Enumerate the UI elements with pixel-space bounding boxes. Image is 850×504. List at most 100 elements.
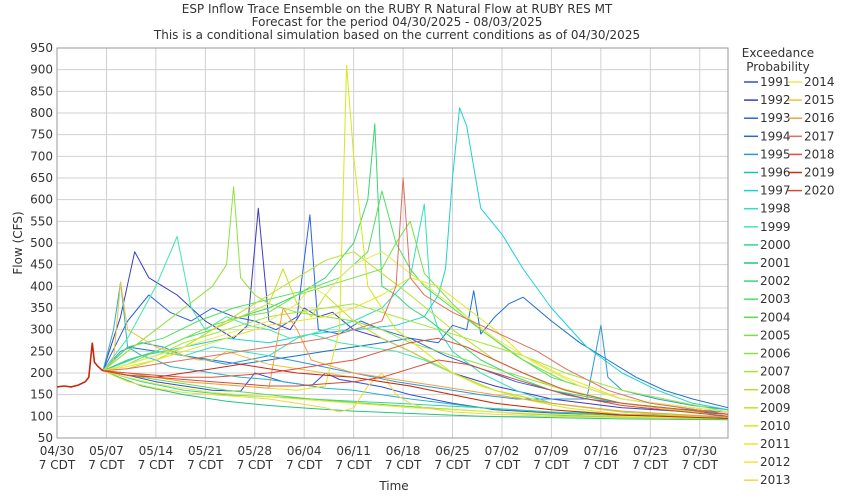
y-tick-label: 350 [30,301,53,315]
x-tick-label-time: 7 CDT [286,458,323,472]
series-line-2018 [102,337,729,415]
x-tick-label-date: 05/21 [188,444,223,458]
y-tick-label: 700 [30,149,53,163]
y-tick-label: 500 [30,236,53,250]
tick-layer: 50 100 150 200 250 300 350 400 450 500 550 600 650 70… [30,41,719,472]
legend-label-2018: 2018 [804,147,835,161]
series-line-2003 [102,190,729,413]
x-tick-label-date: 06/18 [386,444,421,458]
legend-label-2014: 2014 [804,75,835,89]
y-tick-label: 300 [30,323,53,337]
legend-label-2007: 2007 [760,365,791,379]
series-line-2019 [102,363,729,419]
y-tick-label: 550 [30,214,53,228]
x-axis-label: Time [378,479,408,493]
legend-label-2015: 2015 [804,93,835,107]
y-tick-label: 200 [30,366,53,380]
y-tick-label: 100 [30,409,53,423]
grid [56,47,728,439]
y-tick-label: 800 [30,106,53,120]
x-tick-label-date: 07/09 [534,444,569,458]
legend-label-2002: 2002 [760,274,791,288]
x-tick-label-date: 07/23 [633,444,668,458]
y-tick-label: 950 [30,41,53,55]
legend-label-1994: 1994 [760,129,791,143]
y-tick-label: 450 [30,258,53,272]
y-tick-label: 850 [30,84,53,98]
x-tick-label-time: 7 CDT [583,458,620,472]
legend-label-2017: 2017 [804,129,835,143]
x-tick-label-time: 7 CDT [484,458,521,472]
chart-title-line-2: Forecast for the period 04/30/2025 - 08/… [252,15,543,29]
x-tick-label-time: 7 CDT [39,458,76,472]
x-tick-label-time: 7 CDT [138,458,175,472]
y-axis-label: Flow (CFS) [11,211,25,274]
legend-label-2016: 2016 [804,111,835,125]
series-line-2002 [102,123,729,415]
legend-label-2019: 2019 [804,166,835,180]
y-tick-label: 400 [30,279,53,293]
x-tick-label-date: 07/16 [584,444,619,458]
series-line-2005 [102,220,729,415]
series-line-2013 [102,370,729,419]
series-layer [56,64,729,421]
observed-line [56,342,104,388]
legend-label-1997: 1997 [760,184,791,198]
legend-label-2000: 2000 [760,238,791,252]
legend-label-2020: 2020 [804,184,835,198]
x-tick-label-time: 7 CDT [682,458,719,472]
x-tick-label-date: 06/04 [287,444,322,458]
series-line-2020 [102,359,729,417]
legend-label-1999: 1999 [760,220,791,234]
legend-label-2008: 2008 [760,383,791,397]
legend-label-1998: 1998 [760,202,791,216]
x-tick-label-time: 7 CDT [237,458,274,472]
legend-label-2011: 2011 [760,437,791,451]
x-tick-label-time: 7 CDT [335,458,372,472]
y-tick-label: 900 [30,63,53,77]
legend-label-2013: 2013 [760,473,791,487]
legend-label-2012: 2012 [760,455,791,469]
chart-title-line-1: ESP Inflow Trace Ensemble on the RUBY R … [182,2,613,16]
x-tick-label-date: 05/14 [139,444,174,458]
series-line-1996 [102,281,729,417]
legend-label-2010: 2010 [760,419,791,433]
series-line-1997 [102,107,729,411]
legend-label-2001: 2001 [760,256,791,270]
legend-label-2003: 2003 [760,292,791,306]
series-line-2006 [102,186,729,417]
x-tick-label-time: 7 CDT [533,458,570,472]
x-tick-label-date: 05/07 [89,444,124,458]
series-line-2016 [102,307,729,418]
series-line-1994 [102,290,729,409]
legend-title-line-1: Exceedance [742,46,814,60]
legend-label-2006: 2006 [760,347,791,361]
legend-label-2005: 2005 [760,328,791,342]
series-line-2017 [102,177,729,415]
series-line-2004 [102,370,729,420]
y-tick-label: 600 [30,193,53,207]
legend-label-1996: 1996 [760,166,791,180]
x-tick-label-time: 7 CDT [632,458,669,472]
x-tick-label-time: 7 CDT [434,458,471,472]
chart-title-line-3: This is a conditional simulation based o… [153,28,640,42]
series-line-2001 [102,370,729,421]
x-tick-label-date: 04/30 [40,444,75,458]
plot-area [56,47,729,439]
x-tick-label-time: 7 CDT [385,458,422,472]
series-line-2014 [102,251,729,413]
x-tick-label-time: 7 CDT [187,458,224,472]
legend-label-2004: 2004 [760,310,791,324]
legend-title-line-2: Probability [746,60,809,74]
legend-label-1995: 1995 [760,147,791,161]
y-tick-label: 750 [30,128,53,142]
legend: 1991 1992 1993 1994 1995 1996 1997 1998 1999 2000… [744,75,835,487]
x-tick-label-date: 06/25 [435,444,470,458]
x-tick-label-date: 05/28 [237,444,272,458]
series-line-2000 [102,370,729,419]
legend-label-1992: 1992 [760,93,791,107]
legend-label-1993: 1993 [760,111,791,125]
legend-label-1991: 1991 [760,75,791,89]
